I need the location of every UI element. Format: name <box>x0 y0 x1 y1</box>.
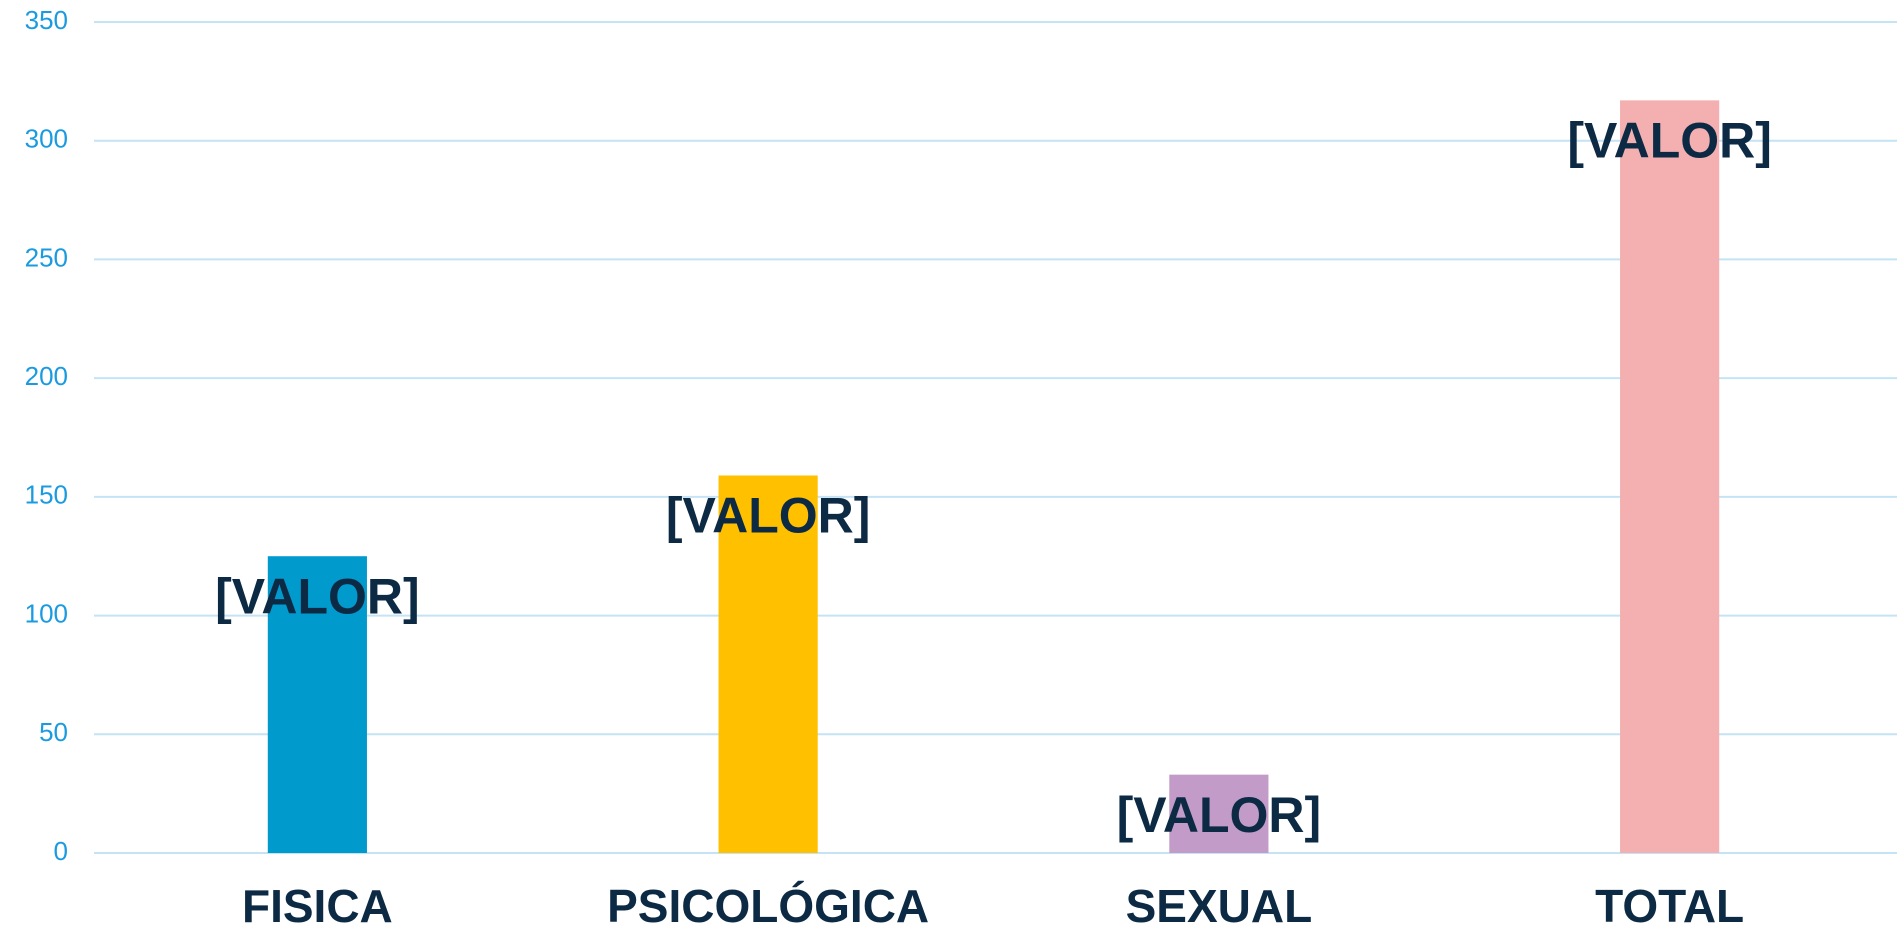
x-tick-label: PSICOLÓGICA <box>607 880 929 932</box>
y-tick-label: 50 <box>39 717 68 747</box>
x-tick-label: TOTAL <box>1595 880 1744 932</box>
bar <box>1620 100 1720 853</box>
y-tick-label: 250 <box>25 242 68 272</box>
y-tick-label: 300 <box>25 124 68 154</box>
y-tick-label: 100 <box>25 598 68 628</box>
bar <box>718 475 818 853</box>
x-tick-label: SEXUAL <box>1126 880 1313 932</box>
y-tick-label: 350 <box>25 5 68 35</box>
data-label: [VALOR] <box>666 488 871 544</box>
data-label: [VALOR] <box>215 568 420 624</box>
data-label: [VALOR] <box>1567 113 1772 169</box>
y-tick-label: 150 <box>25 480 68 510</box>
y-tick-label: 200 <box>25 361 68 391</box>
data-label: [VALOR] <box>1117 787 1322 843</box>
y-tick-label: 0 <box>54 836 68 866</box>
x-tick-label: FISICA <box>242 880 393 932</box>
bar <box>267 556 367 853</box>
bar <box>1169 774 1269 853</box>
